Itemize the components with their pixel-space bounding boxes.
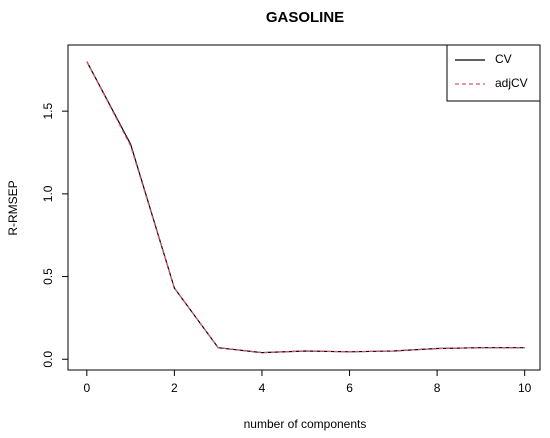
x-tick-label: 2 <box>171 381 178 395</box>
y-tick-label: 0.5 <box>41 268 55 285</box>
chart-title: GASOLINE <box>266 9 344 26</box>
x-tick-label: 6 <box>346 381 353 395</box>
x-tick-label: 0 <box>83 381 90 395</box>
x-tick-label: 8 <box>434 381 441 395</box>
series-line <box>86 61 525 354</box>
y-tick-label: 1.5 <box>41 102 55 119</box>
y-tick-label: 0.0 <box>41 351 55 368</box>
y-tick-label: 1.0 <box>41 185 55 202</box>
legend-label: CV <box>495 52 512 66</box>
x-axis-label: number of components <box>244 417 367 431</box>
legend-label: adjCV <box>495 76 528 90</box>
x-tick-label: 4 <box>259 381 266 395</box>
x-tick-label: 10 <box>518 381 532 395</box>
plot-frame <box>67 44 541 371</box>
series-line <box>86 61 525 354</box>
y-axis-label: R-RMSEP <box>6 180 20 235</box>
legend-box <box>446 44 541 102</box>
